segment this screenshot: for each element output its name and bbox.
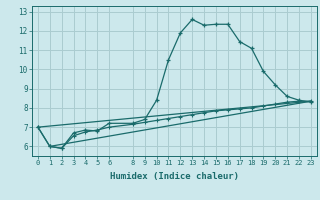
X-axis label: Humidex (Indice chaleur): Humidex (Indice chaleur): [110, 172, 239, 181]
